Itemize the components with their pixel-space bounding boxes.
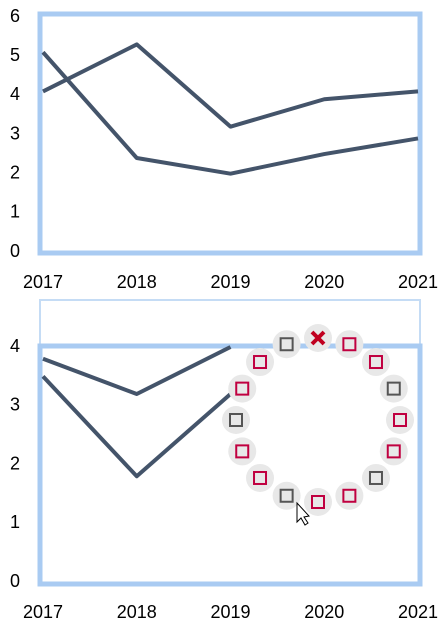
y-tick-label: 4 xyxy=(10,336,20,356)
menu-glyph xyxy=(253,355,268,370)
y-tick-label: 0 xyxy=(10,571,20,591)
menu-glyph xyxy=(235,444,250,459)
menu-glyph xyxy=(229,413,243,427)
menu-button[interactable] xyxy=(272,330,301,359)
cursor xyxy=(296,501,310,526)
y-tick-label: 6 xyxy=(10,6,20,26)
menu-button[interactable] xyxy=(379,437,408,466)
y-tick-label: 1 xyxy=(10,512,20,532)
menu-button[interactable] xyxy=(335,330,364,359)
menu-button[interactable] xyxy=(335,481,364,510)
menu-glyph xyxy=(386,444,401,459)
menu-button[interactable] xyxy=(361,348,390,377)
y-tick-label: 2 xyxy=(10,162,20,182)
menu-glyph xyxy=(368,355,383,370)
menu-button[interactable] xyxy=(222,406,250,434)
menu-button[interactable] xyxy=(246,348,275,377)
menu-button[interactable] xyxy=(304,488,332,516)
menu-glyph xyxy=(368,470,383,485)
menu-glyph xyxy=(393,413,407,427)
chart-frame xyxy=(39,299,421,347)
y-tick-label: 3 xyxy=(10,395,20,415)
menu-button[interactable] xyxy=(272,481,301,510)
x-tick-label: 2019 xyxy=(210,602,250,622)
menu-glyph xyxy=(342,337,357,352)
y-tick-label: 2 xyxy=(10,453,20,473)
x-tick-label: 2021 xyxy=(398,272,438,292)
close-icon xyxy=(310,330,326,346)
menu-glyph xyxy=(386,381,401,396)
chart-frame xyxy=(37,343,423,587)
line-series xyxy=(41,50,419,176)
menu-button[interactable] xyxy=(246,463,275,492)
y-tick-label: 1 xyxy=(10,202,20,222)
y-tick-label: 3 xyxy=(10,123,20,143)
line-series xyxy=(41,375,232,479)
line-series xyxy=(42,42,419,129)
line-series xyxy=(42,345,232,396)
x-tick-label: 2020 xyxy=(304,272,344,292)
y-tick-label: 4 xyxy=(10,84,20,104)
x-tick-label: 2018 xyxy=(117,602,157,622)
menu-button[interactable] xyxy=(386,406,414,434)
y-tick-label: 5 xyxy=(10,45,20,65)
x-tick-label: 2019 xyxy=(210,272,250,292)
menu-glyph xyxy=(253,470,268,485)
menu-button[interactable] xyxy=(228,437,257,466)
x-tick-label: 2017 xyxy=(23,602,63,622)
menu-button[interactable] xyxy=(379,374,408,403)
menu-button[interactable] xyxy=(361,463,390,492)
menu-glyph xyxy=(279,488,294,503)
menu-glyph xyxy=(311,495,325,509)
x-tick-label: 2021 xyxy=(398,602,438,622)
radial-menu[interactable] xyxy=(222,324,414,516)
menu-glyph xyxy=(342,488,357,503)
menu-glyph xyxy=(279,337,294,352)
menu-button[interactable] xyxy=(228,374,257,403)
menu-glyph xyxy=(235,381,250,396)
x-tick-label: 2018 xyxy=(117,272,157,292)
x-tick-label: 2020 xyxy=(304,602,344,622)
y-tick-label: 0 xyxy=(10,241,20,261)
chart-frame xyxy=(37,11,423,256)
x-tick-label: 2017 xyxy=(23,272,63,292)
